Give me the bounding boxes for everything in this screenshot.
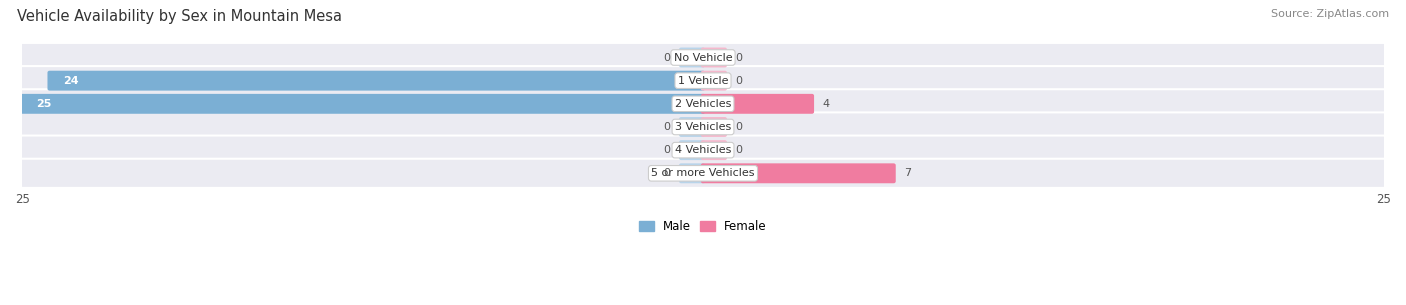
FancyBboxPatch shape [700, 48, 727, 67]
FancyBboxPatch shape [48, 71, 706, 91]
Text: 0: 0 [735, 76, 742, 86]
Text: 0: 0 [735, 122, 742, 132]
FancyBboxPatch shape [700, 163, 896, 183]
Legend: Male, Female: Male, Female [634, 215, 772, 238]
Text: 7: 7 [904, 168, 911, 178]
Text: No Vehicle: No Vehicle [673, 52, 733, 63]
Text: 0: 0 [664, 52, 671, 63]
FancyBboxPatch shape [700, 140, 727, 160]
FancyBboxPatch shape [18, 113, 1388, 142]
Text: 25: 25 [37, 99, 52, 109]
Text: 0: 0 [664, 145, 671, 155]
Text: 0: 0 [735, 52, 742, 63]
FancyBboxPatch shape [679, 140, 706, 160]
Text: 0: 0 [735, 145, 742, 155]
Text: 4 Vehicles: 4 Vehicles [675, 145, 731, 155]
Text: 4: 4 [823, 99, 830, 109]
FancyBboxPatch shape [18, 66, 1388, 95]
FancyBboxPatch shape [18, 159, 1388, 188]
Text: 0: 0 [664, 122, 671, 132]
Text: Vehicle Availability by Sex in Mountain Mesa: Vehicle Availability by Sex in Mountain … [17, 9, 342, 24]
Text: 24: 24 [63, 76, 79, 86]
FancyBboxPatch shape [18, 135, 1388, 165]
FancyBboxPatch shape [679, 48, 706, 67]
Text: 3 Vehicles: 3 Vehicles [675, 122, 731, 132]
FancyBboxPatch shape [18, 43, 1388, 72]
Text: 2 Vehicles: 2 Vehicles [675, 99, 731, 109]
FancyBboxPatch shape [700, 117, 727, 137]
FancyBboxPatch shape [700, 94, 814, 114]
Text: Source: ZipAtlas.com: Source: ZipAtlas.com [1271, 9, 1389, 19]
FancyBboxPatch shape [20, 94, 706, 114]
FancyBboxPatch shape [700, 71, 727, 91]
FancyBboxPatch shape [18, 89, 1388, 118]
FancyBboxPatch shape [679, 163, 706, 183]
FancyBboxPatch shape [679, 117, 706, 137]
Text: 0: 0 [664, 168, 671, 178]
Text: 5 or more Vehicles: 5 or more Vehicles [651, 168, 755, 178]
Text: 1 Vehicle: 1 Vehicle [678, 76, 728, 86]
